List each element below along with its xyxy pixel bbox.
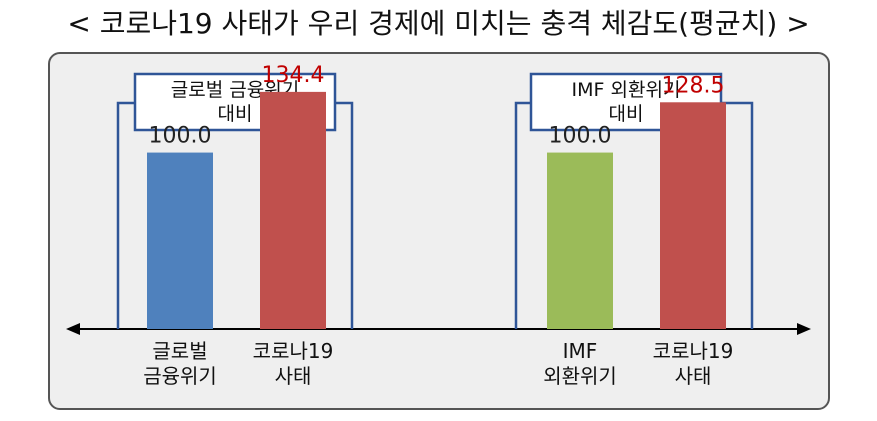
bar	[147, 152, 213, 329]
bar-value-label: 100.0	[549, 124, 612, 149]
category-label: 코로나19	[653, 339, 734, 363]
bar	[547, 152, 613, 329]
bar-value-label: 128.5	[662, 73, 725, 98]
group-title-line: IMF 외환위기	[572, 79, 681, 101]
category-label: 외환위기	[543, 364, 617, 388]
group-title-line: 대비	[218, 103, 253, 125]
category-label: 사태	[675, 364, 712, 388]
category-label: 글로벌	[152, 339, 207, 363]
x-axis-left-arrow	[66, 323, 80, 335]
bar	[260, 91, 326, 329]
page-title: < 코로나19 사태가 우리 경제에 미치는 충격 체감도(평균치) >	[67, 7, 810, 40]
bar	[660, 102, 726, 330]
category-label: 코로나19	[253, 339, 334, 363]
bar-value-label: 100.0	[149, 124, 212, 149]
group-title-line: 대비	[609, 103, 644, 125]
category-label: 사태	[275, 364, 312, 388]
category-label: IMF	[563, 339, 598, 363]
x-axis-right-arrow	[797, 323, 811, 335]
bar-value-label: 134.4	[262, 63, 325, 88]
category-label: 금융위기	[143, 364, 217, 388]
